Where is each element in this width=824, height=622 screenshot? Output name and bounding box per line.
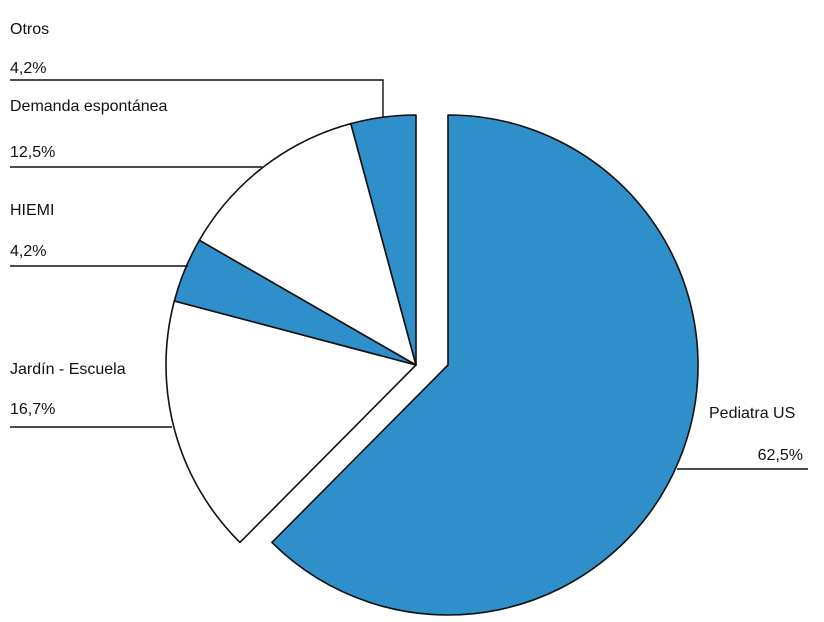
label-otros-value: 4,2% xyxy=(10,60,46,77)
leader-lines xyxy=(10,79,808,470)
slice-pediatra-us xyxy=(271,114,699,616)
label-pediatra-value: 62,5% xyxy=(758,447,803,464)
label-hiemi-value: 4,2% xyxy=(10,243,46,260)
label-otros-name: Otros xyxy=(10,21,49,38)
label-demanda-value: 12,5% xyxy=(10,144,55,161)
leader-otros xyxy=(10,79,384,118)
label-jardin-value: 16,7% xyxy=(10,401,55,418)
slice-demanda-espontanea xyxy=(198,122,417,366)
label-hiemi-name: HIEMI xyxy=(10,202,54,219)
slice-jardin-escuela xyxy=(165,300,417,544)
label-demanda-name: Demanda espontánea xyxy=(10,98,168,115)
label-jardin-name: Jardín - Escuela xyxy=(10,361,126,378)
pie-slices xyxy=(165,114,699,616)
label-pediatra-name: Pediatra US xyxy=(709,405,795,422)
